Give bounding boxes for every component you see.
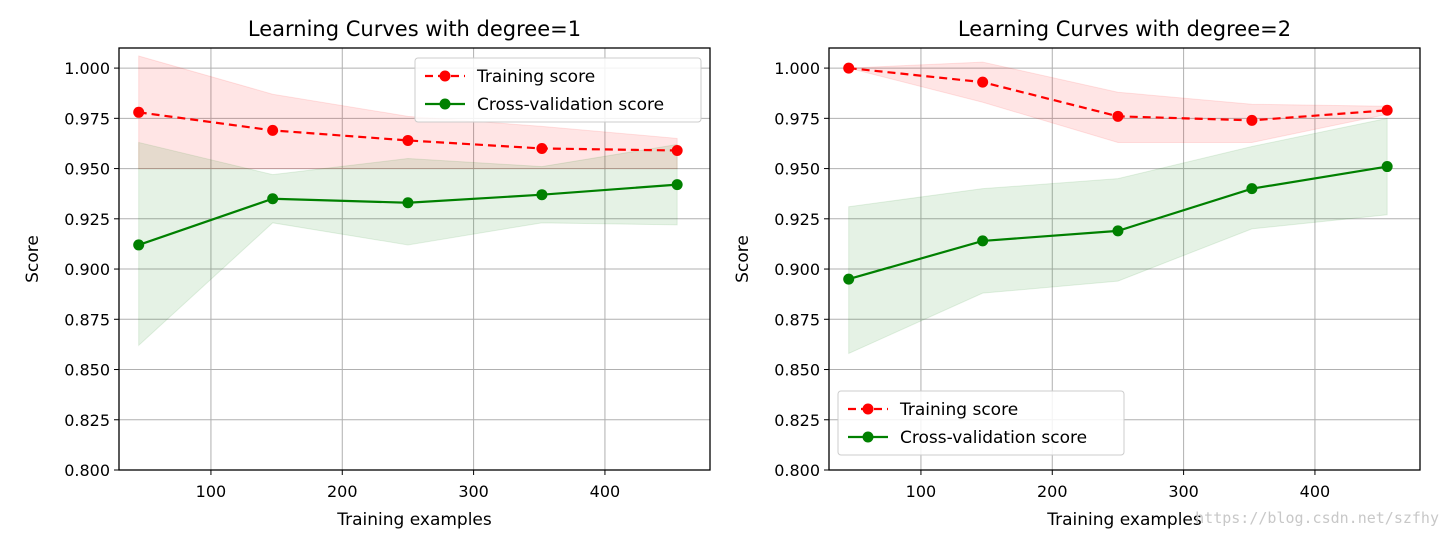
data-point-training: [671, 144, 683, 156]
y-tick-label: 0.900: [774, 260, 820, 279]
data-point-training: [536, 142, 548, 154]
y-tick-label: 0.850: [774, 361, 820, 380]
watermark-text: https://blog.csdn.net/szfhy: [1195, 509, 1439, 527]
legend-label-training: Training score: [476, 67, 595, 87]
y-tick-label: 0.925: [774, 210, 820, 229]
band-training: [848, 61, 1388, 143]
x-tick-label: 400: [590, 482, 621, 501]
y-tick-label: 0.975: [64, 109, 110, 128]
axes-frame: [118, 47, 711, 471]
legend-label-cv: Cross-validation score: [477, 95, 664, 115]
y-tick-label: 0.850: [64, 361, 110, 380]
x-axis-label: Training examples: [1046, 510, 1202, 530]
data-point-training: [977, 76, 989, 88]
x-tick-label: 100: [906, 482, 937, 501]
data-point-cv: [1246, 183, 1258, 195]
x-tick-label: 300: [458, 482, 489, 501]
legend: Training score Cross-validation score: [837, 390, 1125, 456]
data-point-training: [402, 134, 414, 146]
legend-marker-cv: [439, 98, 451, 110]
data-point-training: [267, 124, 279, 136]
chart-title: Learning Curves with degree=2: [958, 17, 1291, 41]
y-tick-label: 0.975: [774, 109, 820, 128]
legend-marker-training: [862, 403, 874, 415]
x-tick-label: 200: [1037, 482, 1068, 501]
data-point-cv: [1112, 225, 1124, 237]
y-tick-label: 0.900: [64, 260, 110, 279]
y-tick-label: 0.950: [64, 160, 110, 179]
data-point-training: [1112, 110, 1124, 122]
legend-box: [837, 390, 1125, 456]
data-point-cv: [402, 197, 414, 209]
data-point-cv: [977, 235, 989, 247]
data-point-training: [843, 62, 855, 74]
data-point-training: [1246, 114, 1258, 126]
x-tick-label: 400: [1300, 482, 1331, 501]
y-tick-label: 0.800: [64, 461, 110, 480]
x-axis-label: Training examples: [336, 510, 492, 530]
y-axis-label: Score: [733, 235, 753, 283]
x-tick-label: 200: [327, 482, 358, 501]
legend-label-cv: Cross-validation score: [900, 428, 1087, 448]
legend-box: [414, 57, 702, 123]
data-point-cv: [843, 273, 855, 285]
y-tick-label: 0.875: [64, 310, 110, 329]
legend-marker-cv: [862, 431, 874, 443]
y-tick-label: 0.825: [64, 411, 110, 430]
y-tick-label: 0.875: [774, 310, 820, 329]
data-point-cv: [267, 193, 279, 205]
x-tick-label: 100: [196, 482, 227, 501]
y-tick-label: 1.000: [774, 59, 820, 78]
legend-marker-training: [439, 70, 451, 82]
band-cv: [138, 141, 678, 347]
data-point-training: [133, 106, 145, 118]
chart-panel-2: 100 200 300 400 0.800 0.825 0.850 0.875 0.900 0.9…: [733, 17, 1421, 530]
chart-title: Learning Curves with degree=1: [248, 17, 581, 41]
axes-frame: [828, 47, 1421, 471]
data-point-cv: [536, 189, 548, 201]
y-tick-label: 0.950: [774, 160, 820, 179]
data-point-cv: [1381, 161, 1393, 173]
y-tick-label: 1.000: [64, 59, 110, 78]
legend: Training score Cross-validation score: [414, 57, 702, 123]
data-point-cv: [671, 179, 683, 191]
y-tick-label: 0.800: [774, 461, 820, 480]
y-axis-label: Score: [23, 235, 43, 283]
chart-panel-1: 100 200 300 400 0.800 0.825 0.850 0.875 0.900 0.9…: [23, 17, 711, 530]
data-point-training: [1381, 104, 1393, 116]
band-training: [138, 55, 678, 170]
data-point-cv: [133, 239, 145, 251]
x-tick-label: 300: [1168, 482, 1199, 501]
legend-label-training: Training score: [899, 400, 1018, 420]
y-tick-label: 0.925: [64, 210, 110, 229]
y-tick-label: 0.825: [774, 411, 820, 430]
